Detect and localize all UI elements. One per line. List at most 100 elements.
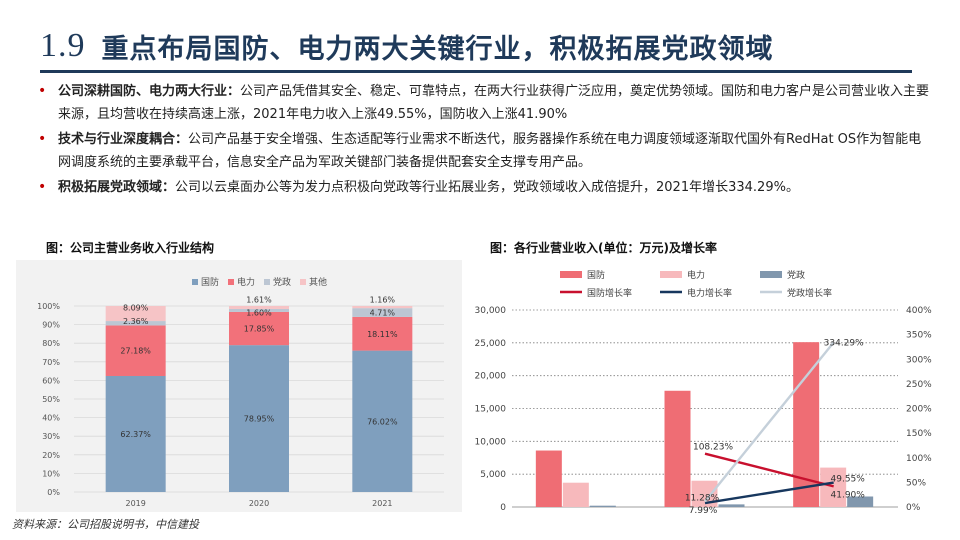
legend-label: 电力增长率: [687, 287, 732, 299]
bullet-list: • 公司深耕国防、电力两大行业：公司产品凭借其安全、稳定、可靠特点，在两大行业获…: [36, 80, 931, 199]
data-label: 41.90%: [831, 490, 866, 500]
bar-segment: [352, 306, 413, 309]
slide-title: 1.9 重点布局国防、电力两大关键行业，积极拓展党政领域: [40, 22, 774, 70]
legend-swatch: [660, 271, 682, 278]
y-tick-label: 25,000: [475, 339, 507, 349]
y-tick-label: 60%: [42, 376, 60, 385]
y2-tick-label: 200%: [906, 405, 932, 415]
bar-segment: [229, 345, 289, 492]
y-tick-label: 15,000: [475, 405, 507, 415]
data-label: 7.99%: [689, 506, 718, 514]
y2-tick-label: 300%: [906, 355, 932, 365]
growth-line: [704, 341, 835, 503]
bullet-heading: 公司深耕国防、电力两大行业：: [58, 84, 241, 99]
title-text: 重点布局国防、电力两大关键行业，积极拓展党政领域: [101, 33, 774, 65]
y-tick-label: 10%: [42, 469, 60, 478]
legend-swatch: [264, 279, 270, 285]
y2-tick-label: 400%: [906, 306, 932, 316]
y-tick-label: 20,000: [475, 372, 507, 382]
data-label: 1.16%: [370, 295, 396, 304]
data-label: 1.61%: [246, 295, 272, 304]
data-label: 108.23%: [693, 443, 733, 453]
y2-tick-label: 100%: [906, 454, 932, 464]
legend-label: 电力: [687, 269, 705, 281]
legend-label: 党政: [787, 269, 805, 281]
y-tick-label: 30,000: [475, 306, 507, 316]
data-label: 2.36%: [123, 317, 149, 326]
data-label: 27.18%: [120, 347, 151, 356]
data-label: 334.29%: [824, 338, 864, 348]
bullet-body: 公司产品凭借其安全、稳定、可靠特点，在两大行业获得广泛应用，奠定优势领域。国防和…: [58, 84, 930, 122]
data-label: 8.09%: [123, 304, 149, 313]
y-tick-label: 90%: [42, 321, 60, 330]
y-tick-label: 70%: [42, 358, 60, 367]
bullet-icon: •: [38, 83, 47, 99]
bullet-icon: •: [38, 131, 47, 147]
bar-segment: [352, 350, 413, 492]
legend-label: 电力: [237, 276, 255, 288]
title-divider: [40, 70, 912, 73]
legend-label: 党政: [273, 276, 291, 288]
data-label: 76.02%: [367, 417, 398, 426]
y-tick-label: 20%: [42, 451, 60, 460]
bullet-item: • 技术与行业深度耦合：公司产品基于安全增强、生态适配等行业需求不断迭代，服务器…: [36, 128, 931, 174]
bar-segment: [229, 308, 289, 312]
bar-segment: [352, 316, 413, 351]
data-label: 11.28%: [685, 493, 720, 503]
bullet-item: • 公司深耕国防、电力两大行业：公司产品凭借其安全、稳定、可靠特点，在两大行业获…: [36, 80, 931, 126]
x-tick-label: 2020: [249, 499, 269, 508]
y-tick-label: 50%: [42, 395, 60, 404]
data-label: 78.95%: [244, 415, 275, 424]
bullet-icon: •: [38, 179, 47, 195]
bar: [562, 482, 589, 507]
bar-segment: [352, 308, 413, 317]
legend-label: 党政增长率: [787, 287, 832, 299]
growth-line: [704, 481, 834, 505]
y-tick-label: 10,000: [475, 437, 507, 447]
x-tick-label: 2019: [125, 499, 145, 508]
bar: [535, 450, 562, 507]
bar-segment: [105, 321, 166, 326]
bar: [589, 505, 616, 507]
legend-label: 其他: [309, 276, 327, 288]
bullet-heading: 技术与行业深度耦合：: [58, 132, 189, 147]
bar-segment: [229, 305, 289, 309]
y-tick-label: 0: [500, 503, 506, 513]
bar: [847, 496, 874, 507]
bar: [718, 504, 745, 507]
bullet-body: 公司以云桌面办公等为发力点积极向党政等行业拓展业务，党政领域收入成倍提升，202…: [175, 180, 799, 195]
revenue-structure-chart: 0% 10% 20% 30% 40% 50% 60% 70% 80% 90% 100% 2019 202…: [16, 260, 462, 512]
data-label: 18.11%: [367, 330, 398, 339]
legend-label: 国防: [201, 276, 219, 288]
legend-swatch: [560, 271, 582, 278]
legend-label: 国防: [587, 269, 605, 281]
right-figure-caption: 图：各行业营业收入(单位：万元)及增长率: [490, 241, 717, 255]
data-label: 1.60%: [246, 309, 272, 318]
data-label: 17.85%: [244, 325, 275, 334]
y-tick-label: 40%: [42, 414, 60, 423]
y2-tick-label: 0%: [906, 503, 921, 513]
y-tick-label: 5,000: [480, 470, 506, 480]
y2-tick-label: 250%: [906, 380, 932, 390]
bar-segment: [105, 306, 166, 322]
section-number: 1.9: [40, 27, 86, 64]
data-label: 4.71%: [370, 309, 396, 318]
y-tick-label: 100%: [37, 302, 60, 311]
legend-swatch: [192, 279, 198, 285]
y2-tick-label: 350%: [906, 331, 932, 341]
bullet-heading: 积极拓展党政领域：: [58, 180, 176, 195]
y2-tick-label: 150%: [906, 429, 932, 439]
data-label: 62.37%: [120, 430, 151, 439]
bullet-item: • 积极拓展党政领域：公司以云桌面办公等为发力点积极向党政等行业拓展业务，党政领…: [36, 176, 931, 199]
y-tick-label: 80%: [42, 339, 60, 348]
legend-swatch: [228, 279, 234, 285]
legend-swatch: [760, 271, 782, 278]
bar-segment: [105, 375, 166, 492]
bar-segment: [105, 325, 166, 376]
x-tick-label: 2021: [372, 499, 392, 508]
legend-swatch: [300, 279, 306, 285]
revenue-growth-chart: 0 5,000 10,000 15,000 20,000 25,000 30,000 0% 50…: [475, 269, 933, 514]
bullet-body: 公司产品基于安全增强、生态适配等行业需求不断迭代，服务器操作系统在电力调度领域逐…: [58, 132, 922, 170]
data-label: 49.55%: [831, 475, 866, 485]
growth-line: [704, 452, 834, 488]
